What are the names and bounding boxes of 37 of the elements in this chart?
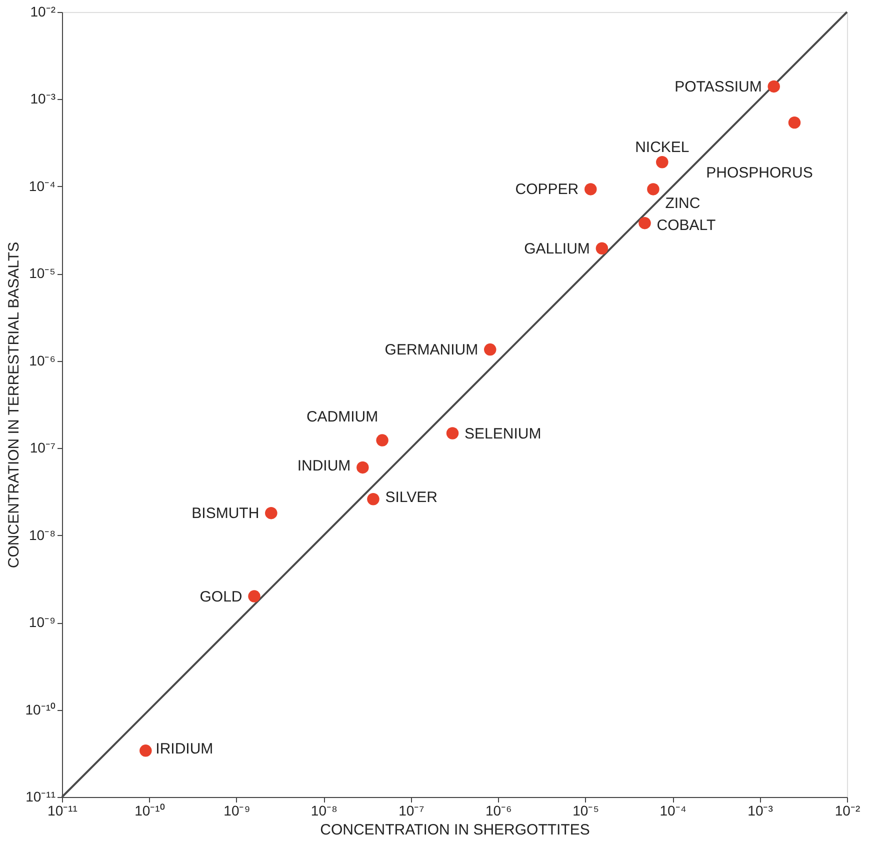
y-axis-title: CONCENTRATION IN TERRESTRIAL BASALTS — [5, 242, 22, 568]
annotation: SILVER — [385, 489, 438, 506]
x-axis-title: CONCENTRATION IN SHERGOTTITES — [320, 822, 590, 838]
annotation: PHOSPHORUS — [706, 164, 813, 182]
x-tick-label: 10⁻⁷ — [398, 802, 424, 818]
y-tick-label: 10⁻⁴ — [28, 178, 56, 194]
annotation: ZINC — [665, 195, 700, 212]
annotation: COPPER — [515, 181, 579, 198]
annotation: IRIDIUM — [156, 740, 214, 758]
y-tick-label: 10⁻⁶ — [29, 352, 56, 368]
y-tick-label: 10⁻⁷ — [30, 440, 56, 456]
x-tick-label: 10⁻³ — [748, 802, 774, 818]
y-tick-label: 10⁻² — [30, 4, 56, 20]
y-tick-label: 10⁻⁸ — [29, 526, 56, 543]
annotation: GOLD — [200, 588, 242, 606]
x-tick-label: 10⁻¹¹ — [48, 802, 78, 818]
y-tick-label: 10⁻⁵ — [29, 265, 56, 282]
y-tick-label: 10⁻¹¹ — [26, 788, 56, 804]
annotation: INDIUM — [297, 457, 351, 474]
x-tick-label: 10⁻⁸ — [310, 802, 338, 818]
annotation: POTASSIUM — [674, 78, 762, 96]
x-tick-label: 10⁻⁶ — [485, 802, 512, 818]
y-tick-label: 10⁻⁹ — [28, 614, 56, 630]
annotation: CADMIUM — [306, 408, 378, 426]
x-tick-label: 10⁻⁵ — [572, 802, 600, 818]
x-tick-label: 10⁻⁹ — [224, 802, 250, 818]
x-tick-label: 10⁻⁴ — [660, 802, 686, 818]
x-tick-label: 10⁻² — [834, 802, 860, 818]
y-tick-label: 10⁻³ — [30, 90, 56, 107]
annotation: COBALT — [656, 217, 716, 234]
y-tick-label: 10⁻¹⁰ — [25, 701, 56, 718]
x-tick-label: 10⁻¹⁰ — [134, 802, 165, 818]
annotation: GERMANIUM — [384, 342, 478, 359]
annotation: GALLIUM — [524, 240, 590, 258]
annotation: NICKEL — [635, 139, 690, 156]
annotation: BISMUTH — [192, 505, 260, 522]
annotation: SELENIUM — [464, 425, 542, 442]
